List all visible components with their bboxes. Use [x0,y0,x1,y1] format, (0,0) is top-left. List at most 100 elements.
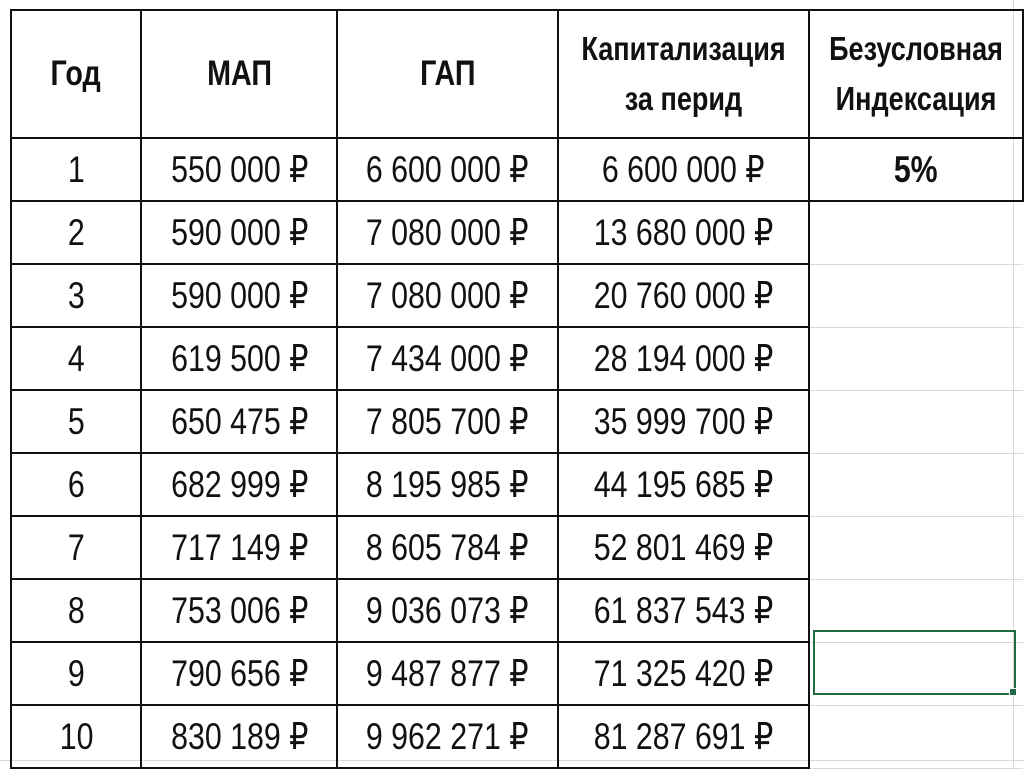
cell-text: 619 500 ₽ [170,338,308,379]
cell-text: 8 [67,589,85,631]
cell-year[interactable]: 9 [9,641,143,706]
cell-text: 9 [67,652,85,694]
cell-empty[interactable] [807,705,1023,769]
cell-cap[interactable]: 6 600 000 ₽ [556,137,810,202]
cell-cap[interactable]: 20 760 000 ₽ [556,263,810,328]
cell-text: 7 434 000 ₽ [366,338,529,379]
cell-empty[interactable] [807,201,1023,265]
cell-year[interactable]: 5 [9,389,143,454]
cell-cap[interactable]: 13 680 000 ₽ [556,200,810,265]
cell-text: 52 801 469 ₽ [593,527,774,568]
cell-text: 20 760 000 ₽ [593,275,774,316]
cell-text: 8 605 784 ₽ [366,527,529,568]
cell-gap[interactable]: 8 605 784 ₽ [336,515,559,580]
header-gap[interactable]: ГАП [336,9,559,139]
table-row: 3 590 000 ₽ 7 080 000 ₽ 20 760 000 ₽ [9,263,1023,328]
cell-map[interactable]: 717 149 ₽ [140,515,339,580]
cell-text: 81 287 691 ₽ [593,716,774,757]
cell-indexation[interactable]: 5% [807,137,1024,202]
cell-cap[interactable]: 61 837 543 ₽ [556,578,810,643]
cell-map[interactable]: 753 006 ₽ [140,578,339,643]
cell-gap[interactable]: 7 434 000 ₽ [336,326,559,391]
cell-gap[interactable]: 7 080 000 ₽ [336,200,559,265]
cell-text: 590 000 ₽ [170,212,308,253]
cell-map[interactable]: 650 475 ₽ [140,389,339,454]
header-year[interactable]: Год [9,9,143,139]
cell-empty[interactable] [807,453,1023,517]
table-row: 4 619 500 ₽ 7 434 000 ₽ 28 194 000 ₽ [9,326,1023,391]
table-row: 2 590 000 ₽ 7 080 000 ₽ 13 680 000 ₽ [9,200,1023,265]
cell-year[interactable]: 7 [9,515,143,580]
cell-year[interactable]: 2 [9,200,143,265]
cell-year[interactable]: 3 [9,263,143,328]
cell-text: 9 487 877 ₽ [366,653,529,694]
cell-year[interactable]: 4 [9,326,143,391]
cell-text: 830 189 ₽ [170,716,308,757]
cell-empty[interactable] [807,390,1023,454]
cell-year[interactable]: 1 [9,137,143,202]
cell-cap[interactable]: 81 287 691 ₽ [556,704,810,769]
cell-text: 9 036 073 ₽ [366,590,529,631]
cell-year[interactable]: 10 [9,704,143,769]
cell-cap[interactable]: 71 325 420 ₽ [556,641,810,706]
cell-text: 2 [67,211,85,253]
cell-text: 3 [67,274,85,316]
cell-cap[interactable]: 52 801 469 ₽ [556,515,810,580]
cell-text: 7 805 700 ₽ [366,401,529,442]
cell-year[interactable]: 6 [9,452,143,517]
cell-empty[interactable] [807,264,1023,328]
cell-text: 753 006 ₽ [170,590,308,631]
cell-gap[interactable]: 8 195 985 ₽ [336,452,559,517]
cell-map[interactable]: 619 500 ₽ [140,326,339,391]
cell-gap[interactable]: 9 962 271 ₽ [336,704,559,769]
header-capitalization[interactable]: Капитализация за перид [556,9,810,139]
cell-text: 35 999 700 ₽ [593,401,774,442]
cell-text: 61 837 543 ₽ [593,590,774,631]
cell-text: 28 194 000 ₽ [593,338,774,379]
fill-handle[interactable] [1009,688,1017,696]
cell-map[interactable]: 550 000 ₽ [140,137,339,202]
header-index-line2: Индексация [835,80,997,117]
cell-text: 682 999 ₽ [170,464,308,505]
cell-text: 7 080 000 ₽ [366,275,529,316]
table-row: 1 550 000 ₽ 6 600 000 ₽ 6 600 000 ₽ 5% [9,137,1024,202]
header-cap-line2: за перид [624,80,743,117]
cell-cap[interactable]: 35 999 700 ₽ [556,389,810,454]
cell-text: 4 [67,337,85,379]
cell-gap[interactable]: 7 080 000 ₽ [336,263,559,328]
cell-gap[interactable]: 9 487 877 ₽ [336,641,559,706]
cell-text: 9 962 271 ₽ [366,716,529,757]
header-index-line1: Безусловная [829,30,1003,67]
cell-cap[interactable]: 44 195 685 ₽ [556,452,810,517]
table-row: 6 682 999 ₽ 8 195 985 ₽ 44 195 685 ₽ [9,452,1023,517]
header-indexation[interactable]: Безусловная Индексация [807,9,1024,139]
table-row: 8 753 006 ₽ 9 036 073 ₽ 61 837 543 ₽ [9,578,1023,643]
header-map[interactable]: МАП [140,9,339,139]
cell-text: 590 000 ₽ [170,275,308,316]
cell-map[interactable]: 830 189 ₽ [140,704,339,769]
cell-empty[interactable] [807,327,1023,391]
cell-gap[interactable]: 7 805 700 ₽ [336,389,559,454]
table-row: 10 830 189 ₽ 9 962 271 ₽ 81 287 691 ₽ [9,704,1023,769]
selected-cell[interactable] [813,630,1016,695]
cell-gap[interactable]: 9 036 073 ₽ [336,578,559,643]
cell-map[interactable]: 790 656 ₽ [140,641,339,706]
cell-text: 7 080 000 ₽ [366,212,529,253]
table-row: 7 717 149 ₽ 8 605 784 ₽ 52 801 469 ₽ [9,515,1023,580]
cell-map[interactable]: 590 000 ₽ [140,200,339,265]
table-row: 5 650 475 ₽ 7 805 700 ₽ 35 999 700 ₽ [9,389,1023,454]
header-row: Год МАП ГАП Капитализация за перид Безусл… [9,9,1024,139]
cell-text: 44 195 685 ₽ [593,464,774,505]
cell-text: 790 656 ₽ [170,653,308,694]
cell-year[interactable]: 8 [9,578,143,643]
cell-gap[interactable]: 6 600 000 ₽ [336,137,559,202]
cell-text: 6 [67,463,85,505]
header-cap-line1: Капитализация [581,30,786,67]
cell-cap[interactable]: 28 194 000 ₽ [556,326,810,391]
cell-empty[interactable] [807,516,1023,580]
cell-text: 8 195 985 ₽ [366,464,529,505]
cell-map[interactable]: 682 999 ₽ [140,452,339,517]
cell-text: 13 680 000 ₽ [593,212,774,253]
cell-map[interactable]: 590 000 ₽ [140,263,339,328]
spreadsheet-table: Год МАП ГАП Капитализация за перид Безусл… [9,9,1024,769]
